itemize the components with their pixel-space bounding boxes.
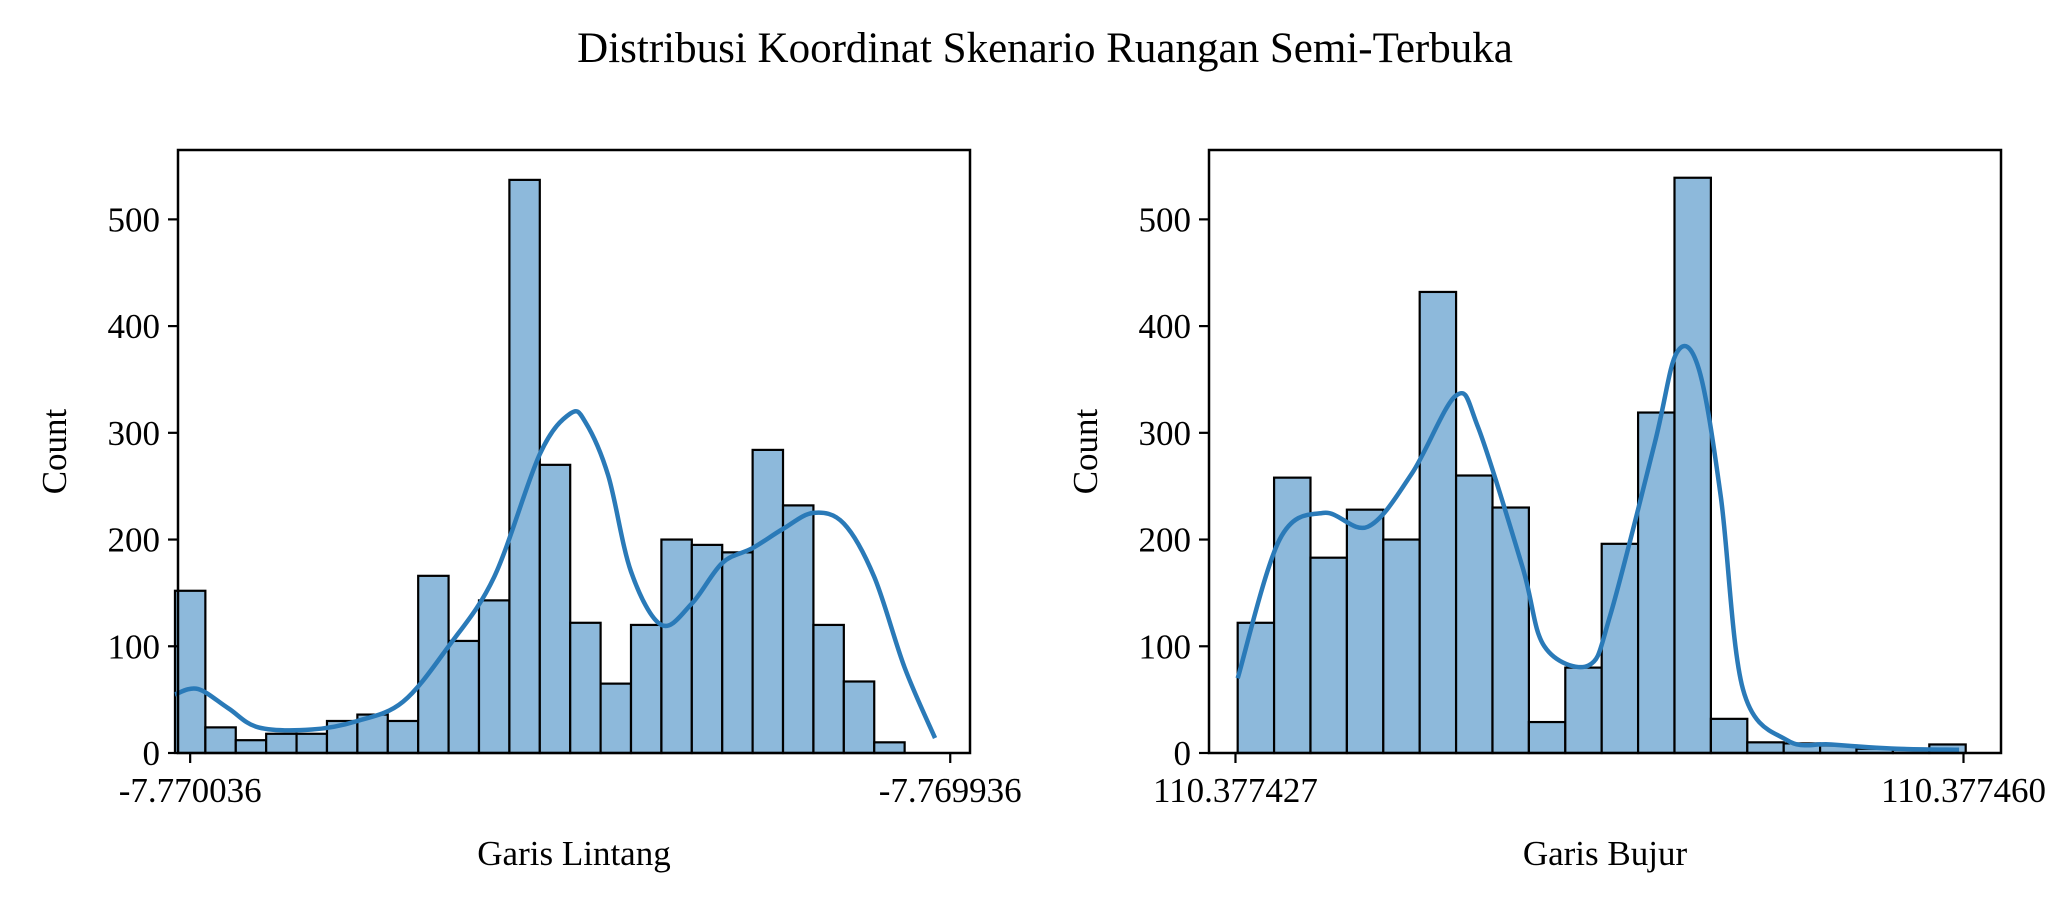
longitude-y-tick-label: 0 (1174, 734, 1192, 773)
latitude-y-axis-label: Count (35, 408, 74, 494)
latitude-bar (234, 739, 268, 755)
longitude-bar (1491, 506, 1530, 755)
longitude-bar (1272, 476, 1312, 755)
longitude-bar (1382, 538, 1421, 755)
latitude-bar (842, 680, 876, 755)
latitude-x-tick-label: -7.770036 (119, 771, 262, 810)
latitude-bar (569, 621, 602, 755)
longitude-x-axis-label: Garis Bujur (1523, 834, 1688, 873)
latitude-y-tick-label: 0 (143, 734, 161, 773)
longitude-y-ticks: 0 100 200 300 400 500 (1139, 200, 1209, 773)
latitude-bar (538, 463, 572, 755)
latitude-bar (173, 589, 207, 755)
latitude-bar (751, 448, 785, 755)
latitude-x-tick-label: -7.769936 (879, 771, 1022, 810)
latitude-bar (386, 719, 420, 755)
latitude-bar (295, 732, 329, 755)
longitude-y-tick-label: 100 (1139, 627, 1192, 666)
longitude-bar (1527, 720, 1567, 755)
longitude-bar (1454, 474, 1494, 755)
longitude-bar (1236, 621, 1276, 755)
latitude-bar (873, 741, 906, 755)
latitude-bar (812, 623, 845, 755)
latitude-y-tick-label: 200 (108, 521, 161, 560)
longitude-bar (1564, 666, 1603, 755)
latitude-y-tick-label: 100 (108, 627, 161, 666)
longitude-kde-line (1235, 343, 1960, 753)
longitude-y-tick-label: 300 (1139, 414, 1192, 453)
longitude-bar (1709, 717, 1749, 755)
longitude-bar (1636, 411, 1676, 755)
latitude-bar (629, 623, 663, 755)
latitude-bar (477, 599, 511, 755)
longitude-x-tick-label: 110.377427 (1153, 771, 1318, 810)
longitude-bar (1309, 556, 1348, 755)
latitude-bar (204, 726, 237, 755)
longitude-histogram-panel: 0 100 200 300 400 500 110.377427 110.377460 Ga… (1066, 148, 2046, 873)
latitude-y-ticks: 0 100 200 300 400 500 (108, 200, 178, 773)
latitude-y-tick-label: 300 (108, 414, 161, 453)
longitude-bar (1345, 508, 1385, 755)
latitude-histogram-panel: 0 100 200 300 400 500 -7.770036 -7.769936 Gari… (35, 148, 1022, 873)
latitude-bar (660, 538, 693, 755)
latitude-bar (721, 551, 754, 755)
longitude-y-tick-label: 500 (1139, 200, 1192, 239)
longitude-x-tick-label: 110.377460 (1881, 771, 2046, 810)
longitude-bar (1418, 290, 1458, 755)
latitude-bar (265, 732, 298, 755)
latitude-bar (690, 543, 724, 755)
longitude-axes-frame (1207, 148, 2003, 755)
latitude-axes-frame (176, 148, 972, 755)
latitude-y-tick-label: 400 (108, 307, 161, 346)
latitude-bar (599, 682, 633, 755)
figure-title: Distribusi Koordinat Skenario Ruangan Se… (577, 25, 1513, 72)
longitude-bars (1236, 176, 1967, 755)
latitude-bars (173, 178, 906, 755)
longitude-x-ticks: 110.377427 110.377460 (1153, 753, 2046, 810)
longitude-bar (1673, 176, 1712, 755)
latitude-bar (781, 504, 815, 755)
longitude-y-tick-label: 200 (1139, 521, 1192, 560)
latitude-x-ticks: -7.770036 -7.769936 (119, 753, 1022, 810)
longitude-y-axis-label: Count (1066, 408, 1105, 494)
latitude-bar (447, 639, 481, 755)
latitude-x-axis-label: Garis Lintang (477, 834, 670, 873)
longitude-y-tick-label: 400 (1139, 307, 1192, 346)
latitude-kde-line (174, 408, 938, 739)
longitude-bar (1746, 741, 1785, 755)
latitude-y-tick-label: 500 (108, 200, 161, 239)
